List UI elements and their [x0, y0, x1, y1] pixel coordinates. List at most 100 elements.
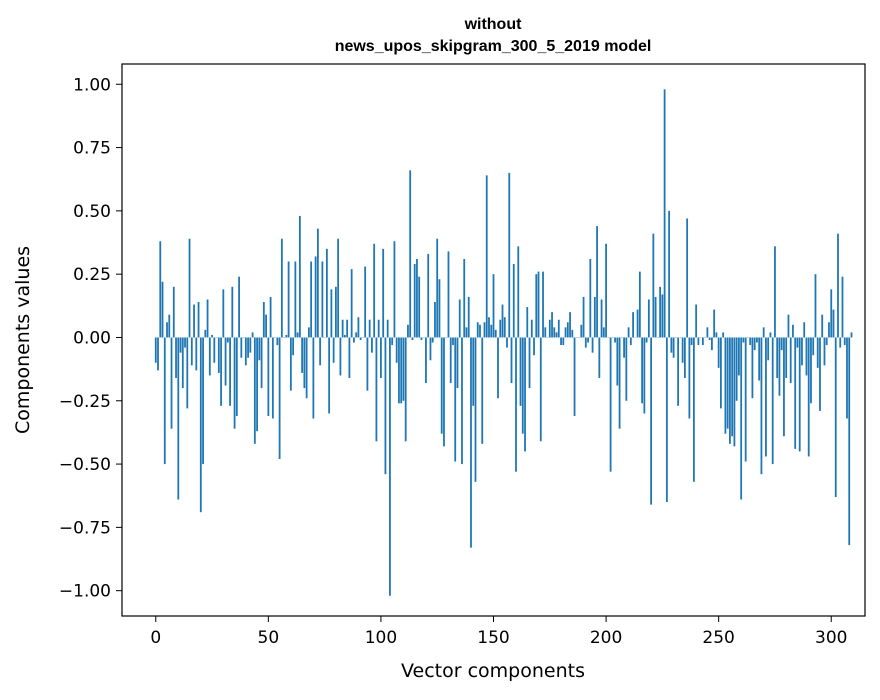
bar	[589, 259, 591, 338]
y-tick-label: 0.75	[73, 139, 111, 159]
bar	[526, 307, 528, 337]
bar	[738, 337, 740, 375]
bar	[281, 239, 283, 338]
bar	[222, 289, 224, 337]
bar	[540, 337, 542, 441]
bar	[263, 302, 265, 337]
bar	[310, 262, 312, 338]
bar	[727, 337, 729, 428]
bar	[236, 337, 238, 416]
bar	[830, 289, 832, 337]
bar	[556, 332, 558, 337]
bar	[697, 337, 699, 345]
bar	[736, 337, 738, 400]
bar	[520, 337, 522, 405]
bar	[267, 337, 269, 416]
bar	[817, 337, 819, 367]
bar	[391, 337, 393, 345]
y-tick-label: 1.00	[73, 75, 111, 95]
bar	[256, 337, 258, 431]
y-tick-label: 0.25	[73, 265, 111, 285]
bar	[720, 337, 722, 408]
bar	[833, 310, 835, 338]
y-tick-label: −0.50	[59, 455, 111, 475]
bar	[220, 337, 222, 405]
bar	[247, 337, 249, 357]
bar	[664, 89, 666, 337]
bar	[643, 337, 645, 413]
bar	[709, 337, 711, 340]
x-tick-label: 250	[702, 628, 734, 648]
bar	[788, 315, 790, 338]
bar	[394, 241, 396, 337]
bar	[848, 337, 850, 545]
bar	[605, 244, 607, 338]
bar	[562, 337, 564, 345]
bar	[470, 337, 472, 547]
bar	[477, 322, 479, 337]
bar	[752, 337, 754, 398]
bar	[292, 337, 294, 355]
bar	[231, 287, 233, 338]
bar	[839, 337, 841, 347]
x-tick-label: 0	[150, 628, 161, 648]
bar	[418, 277, 420, 338]
bar	[441, 337, 443, 433]
bar	[315, 256, 317, 337]
bar	[213, 337, 215, 362]
bar	[639, 272, 641, 338]
bar	[806, 337, 808, 375]
bar	[616, 337, 618, 385]
bar	[661, 294, 663, 337]
bar	[743, 337, 745, 342]
bar	[337, 239, 339, 338]
bar	[488, 317, 490, 337]
bar	[254, 337, 256, 443]
y-tick-label: 0.00	[73, 328, 111, 348]
bar	[725, 337, 727, 433]
bar	[416, 259, 418, 338]
bar	[321, 262, 323, 338]
bar	[745, 337, 747, 461]
bar	[285, 335, 287, 338]
bar	[270, 297, 272, 338]
bar	[364, 267, 366, 338]
bar	[452, 337, 454, 345]
bar	[301, 337, 303, 372]
bar	[799, 337, 801, 451]
bar	[756, 337, 758, 342]
bar	[812, 337, 814, 355]
bar	[382, 249, 384, 338]
bar	[457, 337, 459, 388]
bar	[198, 302, 200, 337]
bar	[691, 337, 693, 345]
bar	[240, 337, 242, 357]
bar	[783, 337, 785, 436]
bar	[371, 337, 373, 352]
bar	[330, 289, 332, 337]
bar	[592, 337, 594, 352]
bar	[758, 337, 760, 380]
bar	[202, 337, 204, 464]
bar	[695, 305, 697, 338]
bar	[803, 322, 805, 337]
bar	[380, 337, 382, 378]
bar	[481, 337, 483, 443]
bar	[340, 337, 342, 375]
bar	[623, 337, 625, 357]
bar	[533, 337, 535, 355]
bar	[495, 330, 497, 338]
bar	[421, 337, 423, 340]
bar	[792, 325, 794, 338]
bar	[459, 299, 461, 337]
bar	[524, 337, 526, 451]
bar	[677, 337, 679, 405]
bar	[432, 337, 434, 342]
bar	[641, 337, 643, 403]
bar	[427, 254, 429, 338]
bar	[522, 337, 524, 433]
bar	[718, 337, 720, 367]
bar	[544, 327, 546, 337]
bar	[306, 337, 308, 398]
